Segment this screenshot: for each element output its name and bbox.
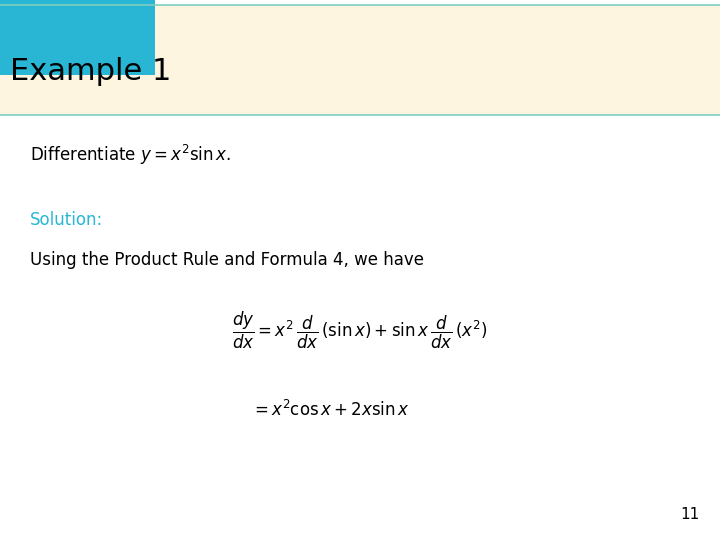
Text: Using the Product Rule and Formula 4, we have: Using the Product Rule and Formula 4, we… [30, 251, 424, 269]
Text: Differentiate $y = x^2 \sin x.$: Differentiate $y = x^2 \sin x.$ [30, 143, 231, 167]
FancyBboxPatch shape [0, 5, 720, 115]
Text: Solution:: Solution: [30, 211, 103, 229]
Text: Example 1: Example 1 [10, 57, 171, 86]
Text: $= x^2\cos x + 2x\sin x$: $= x^2\cos x + 2x\sin x$ [251, 400, 410, 420]
Text: 11: 11 [680, 507, 700, 522]
Text: $\dfrac{dy}{dx} = x^2\,\dfrac{d}{dx}\,(\sin x) + \sin x\,\dfrac{d}{dx}\,(x^2)$: $\dfrac{dy}{dx} = x^2\,\dfrac{d}{dx}\,(\… [233, 309, 487, 350]
FancyBboxPatch shape [0, 0, 155, 75]
